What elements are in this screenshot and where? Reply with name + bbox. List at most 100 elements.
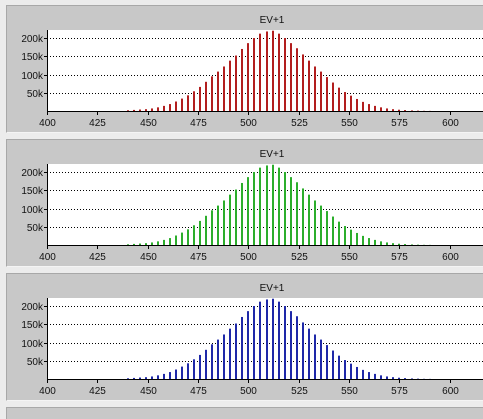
histogram-bar xyxy=(266,165,268,245)
histogram-bar xyxy=(386,242,388,245)
histogram-bar xyxy=(175,236,177,245)
histogram-bar xyxy=(247,177,249,245)
plot-area xyxy=(47,30,483,111)
histogram-bar xyxy=(290,177,292,245)
histogram-bar xyxy=(392,377,394,379)
histogram-bar xyxy=(253,38,255,111)
histogram-bar xyxy=(344,360,346,379)
histogram-bar xyxy=(235,190,237,245)
histogram-bar xyxy=(284,38,286,111)
x-tick-label: 475 xyxy=(190,118,207,129)
chart-title: EV+1 xyxy=(260,15,285,26)
histogram-bar xyxy=(127,110,129,111)
histogram-bar xyxy=(193,359,195,379)
histogram-bar xyxy=(314,200,316,245)
histogram-bar xyxy=(380,107,382,111)
histogram-bar xyxy=(151,242,153,245)
histogram-bar xyxy=(241,183,243,245)
histogram-bar xyxy=(404,244,406,245)
x-tick-label: 600 xyxy=(442,252,459,263)
histogram-bar xyxy=(163,374,165,379)
x-tick-label: 425 xyxy=(89,252,106,263)
histogram-bar xyxy=(199,355,201,379)
histogram-bar xyxy=(278,168,280,245)
histogram-bar xyxy=(411,378,413,379)
histogram-bar xyxy=(253,172,255,245)
histogram-bar xyxy=(278,302,280,379)
x-tick-label: 500 xyxy=(240,386,257,397)
plot-area xyxy=(47,298,483,379)
histogram-bar xyxy=(259,34,261,111)
histogram-bar xyxy=(314,334,316,379)
plot-area xyxy=(47,164,483,245)
histogram-bar xyxy=(175,370,177,379)
histogram-bar xyxy=(326,345,328,379)
histogram-bar xyxy=(229,329,231,379)
histogram-bar xyxy=(259,168,261,245)
y-tick-label: 50k xyxy=(27,89,44,100)
histogram-bar xyxy=(332,217,334,245)
histogram-bar xyxy=(229,195,231,245)
histogram-bar xyxy=(217,206,219,245)
histogram-bar xyxy=(356,233,358,245)
histogram-bar xyxy=(229,61,231,111)
histogram-bar xyxy=(411,244,413,245)
histogram-bar xyxy=(398,378,400,379)
histogram-bar xyxy=(217,340,219,379)
x-tick-label: 500 xyxy=(240,118,257,129)
y-tick-label: 200k xyxy=(21,168,44,179)
histogram-bar xyxy=(181,99,183,111)
chart-title: EV+1 xyxy=(260,149,285,160)
histogram-bar xyxy=(308,329,310,379)
histogram-bar xyxy=(235,324,237,379)
histogram-bar xyxy=(368,238,370,245)
histogram-bar xyxy=(296,48,298,111)
histogram-bar xyxy=(169,104,171,111)
histogram-bar xyxy=(145,109,147,111)
y-tick-label: 100k xyxy=(21,71,44,82)
y-tick-label: 50k xyxy=(27,223,44,234)
histogram-bar xyxy=(181,233,183,245)
histogram-bar xyxy=(350,96,352,111)
histogram-bar xyxy=(368,372,370,379)
histogram-bar xyxy=(193,91,195,111)
x-tick-label: 450 xyxy=(140,252,157,263)
histogram-bar xyxy=(193,225,195,245)
x-tick-label: 550 xyxy=(341,386,358,397)
histogram-bar xyxy=(380,241,382,245)
histogram-bar xyxy=(332,83,334,111)
x-tick-label: 600 xyxy=(442,386,459,397)
histogram-bar xyxy=(253,306,255,379)
histogram-bar xyxy=(374,374,376,379)
histogram-bar xyxy=(278,34,280,111)
histogram-bar xyxy=(386,376,388,379)
y-tick-label: 50k xyxy=(27,357,44,368)
histogram-bar xyxy=(223,334,225,379)
histogram-bar xyxy=(392,243,394,245)
histogram-bar xyxy=(308,61,310,111)
histogram-bar xyxy=(145,377,147,379)
histogram-bar xyxy=(175,102,177,111)
histogram-bar xyxy=(314,66,316,111)
histogram-bar xyxy=(290,311,292,379)
histogram-bar xyxy=(157,107,159,111)
histogram-bar xyxy=(211,344,213,379)
histogram-bar xyxy=(302,322,304,379)
histogram-bar xyxy=(151,108,153,111)
y-tick-label: 100k xyxy=(21,205,44,216)
histogram-bar xyxy=(404,110,406,111)
histogram-bar xyxy=(163,240,165,245)
histogram-bar xyxy=(139,244,141,245)
histogram-bar xyxy=(145,243,147,245)
histogram-bar xyxy=(302,54,304,111)
histogram-bar xyxy=(272,31,274,111)
histogram-bar xyxy=(223,66,225,111)
histogram-bar xyxy=(266,299,268,379)
histogram-bar xyxy=(338,88,340,111)
histogram-bar xyxy=(133,110,135,111)
histogram-bar xyxy=(386,108,388,111)
histogram-bar xyxy=(362,236,364,245)
